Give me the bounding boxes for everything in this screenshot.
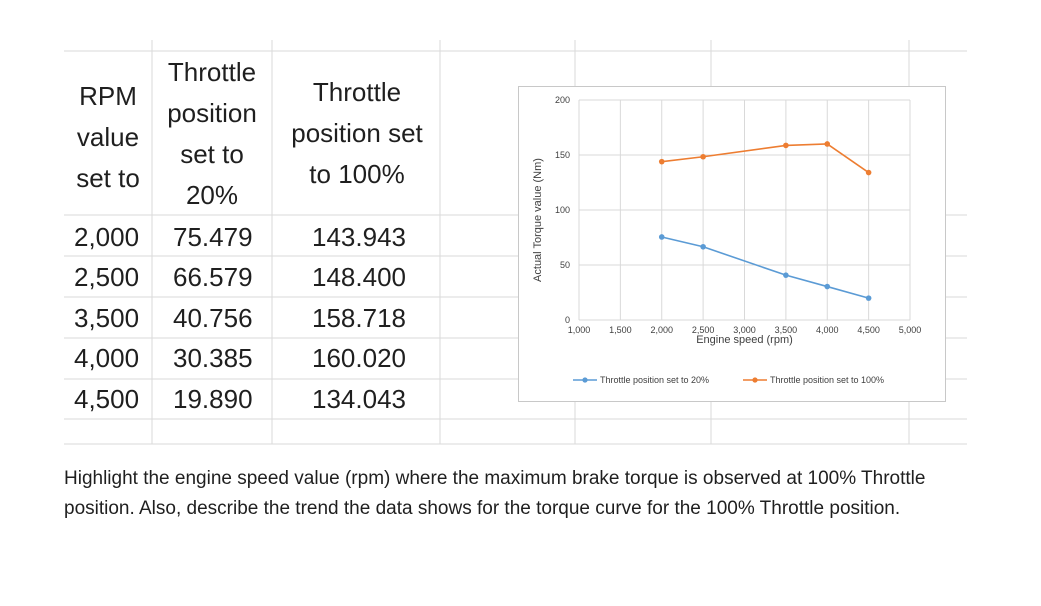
x-tick-label: 1,500 — [609, 325, 632, 335]
torque-chart-svg: 0 50 100 150 200 1,000 1,500 2,000 2,500 3,000 3,5… — [532, 95, 922, 385]
series-line — [661, 143, 870, 174]
x-axis-label: Engine speed (rpm) — [696, 334, 793, 346]
data-point — [865, 295, 872, 301]
header-rpm-line: RPM — [79, 81, 137, 111]
x-tick-label: 4,500 — [857, 325, 880, 335]
cell-throttle-20: 19.890 — [173, 384, 253, 414]
data-point — [700, 153, 706, 160]
header-throttle-20-line: position — [167, 98, 257, 128]
header-throttle-100-line: position set — [291, 118, 423, 148]
cell-rpm: 4,000 — [74, 343, 140, 373]
series-line — [661, 236, 869, 299]
cell-rpm: 3,500 — [74, 303, 140, 333]
cell-throttle-100: 148.400 — [312, 262, 406, 292]
legend-label: Throttle position set to 20% — [600, 375, 709, 385]
header-rpm-line: set to — [76, 163, 140, 193]
legend-marker — [582, 377, 588, 383]
torque-chart: 0 50 100 150 200 1,000 1,500 2,000 2,500 3,000 3,5… — [518, 86, 946, 402]
question-text: Highlight the engine speed value (rpm) w… — [64, 468, 926, 519]
x-tick-label: 5,000 — [899, 325, 922, 335]
header-throttle-100: Throttle position set to 100% — [272, 72, 442, 195]
cell-throttle-100: 143.943 — [312, 222, 406, 252]
y-tick-label: 100 — [555, 205, 570, 215]
x-tick-label: 2,000 — [650, 325, 673, 335]
y-tick-label: 0 — [565, 315, 570, 325]
cell-throttle-20: 66.579 — [173, 262, 253, 292]
data-point — [865, 169, 872, 176]
header-throttle-100-line: to 100% — [309, 159, 405, 189]
data-point — [658, 158, 665, 165]
header-throttle-20-line: Throttle — [167, 57, 257, 87]
cell-rpm: 2,000 — [74, 222, 140, 252]
y-tick-label: 200 — [555, 95, 570, 105]
cell-throttle-20: 30.385 — [173, 343, 253, 373]
x-tick-label: 3,000 — [733, 325, 756, 335]
y-axis-label: Actual Torque value (Nm) — [532, 158, 544, 282]
header-throttle-100-line: Throttle — [312, 77, 402, 107]
cell-throttle-100: 160.020 — [312, 343, 406, 373]
x-tick-label: 3,500 — [775, 325, 798, 335]
header-throttle-20-line: 20% — [185, 180, 239, 210]
x-tick-label: 2,500 — [692, 325, 715, 335]
cell-rpm: 2,500 — [74, 262, 140, 292]
cell-throttle-20: 75.479 — [173, 222, 253, 252]
x-tick-label: 1,000 — [568, 325, 591, 335]
header-rpm-line: value — [76, 122, 140, 152]
legend-marker — [752, 377, 758, 383]
cell-throttle-100: 158.718 — [312, 303, 406, 333]
x-tick-label: 4,000 — [816, 325, 839, 335]
cell-rpm: 4,500 — [74, 384, 140, 414]
header-throttle-20: Throttle position set to 20% — [152, 52, 272, 216]
data-point — [658, 234, 665, 240]
data-point — [700, 243, 706, 250]
data-point — [783, 142, 789, 149]
cell-throttle-100: 134.043 — [312, 384, 406, 414]
data-point — [824, 283, 831, 290]
data-point — [824, 141, 831, 147]
y-tick-label: 50 — [560, 260, 570, 270]
y-tick-label: 150 — [555, 150, 570, 160]
data-point — [783, 272, 789, 278]
header-rpm: RPM value set to — [64, 76, 152, 199]
header-throttle-20-line: set to — [180, 139, 244, 169]
cell-throttle-20: 40.756 — [173, 303, 253, 333]
legend-label: Throttle position set to 100% — [770, 375, 884, 385]
